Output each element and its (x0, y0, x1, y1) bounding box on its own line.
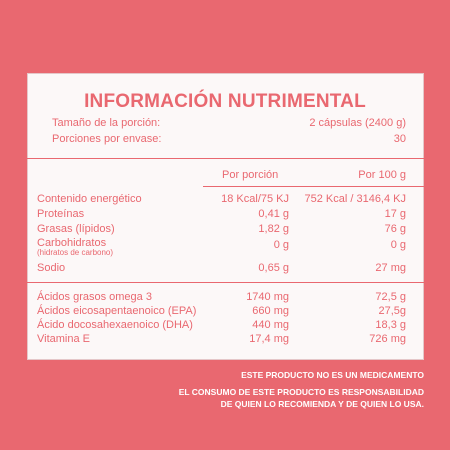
nutrient-per-100g: 72,5 g (375, 291, 406, 303)
nutrient-per-100g: 17 g (384, 208, 406, 220)
nutrient-per-serving: 17,4 mg (249, 333, 289, 345)
disclaimer-line-1: ESTE PRODUCTO NO ES UN MEDICAMENTO (241, 370, 424, 380)
serving-size-value: 2 cápsulas (2400 g) (309, 117, 406, 129)
nutrient-per-serving: 0,41 g (258, 208, 289, 220)
nutrient-name: Grasas (lípidos) (37, 223, 115, 235)
nutrient-per-serving: 660 mg (252, 305, 289, 317)
nutrient-per-serving: 18 Kcal/75 KJ (221, 193, 289, 205)
nutrient-per-serving: 1740 mg (246, 291, 289, 303)
divider (203, 186, 424, 187)
nutrient-name: Sodio (37, 262, 66, 274)
nutrient-name: Ácido docosahexaenoico (DHA) (37, 319, 193, 331)
header-per-serving: Por porción (222, 169, 279, 181)
servings-label: Porciones por envase: (52, 133, 162, 145)
nutrient-per-100g: 0 g (390, 239, 406, 251)
panel-title: INFORMACIÓN NUTRIMENTAL (84, 91, 366, 112)
nutrient-subname: (hidratos de carbono) (37, 248, 114, 257)
nutrient-name: Carbohidratos (37, 237, 107, 249)
disclaimer-line-3: DE QUIEN LO RECOMIENDA Y DE QUIEN LO USA… (220, 399, 424, 409)
nutrient-per-serving: 0,65 g (258, 262, 289, 274)
nutrient-per-100g: 27,5g (378, 305, 406, 317)
nutrient-per-serving: 440 mg (252, 319, 289, 331)
nutrient-name: Vitamina E (37, 333, 90, 345)
nutrition-panel (27, 73, 424, 360)
nutrient-per-100g: 752 Kcal / 3146,4 KJ (304, 193, 406, 205)
nutrient-per-100g: 18,3 g (375, 319, 406, 331)
nutrient-name: Ácidos grasos omega 3 (37, 291, 152, 303)
nutrient-per-100g: 726 mg (369, 333, 406, 345)
serving-size-label: Tamaño de la porción: (52, 117, 161, 129)
nutrient-name: Ácidos eicosapentaenoico (EPA) (37, 305, 197, 317)
nutrient-per-serving: 1,82 g (258, 223, 289, 235)
servings-value: 30 (393, 133, 406, 145)
nutrient-per-100g: 27 mg (375, 262, 406, 274)
nutrient-per-100g: 76 g (384, 223, 406, 235)
nutrient-name: Contenido energético (37, 193, 142, 205)
divider (27, 282, 424, 283)
header-per-100g: Por 100 g (358, 169, 406, 181)
disclaimer-line-2: EL CONSUMO DE ESTE PRODUCTO ES RESPONSAB… (178, 387, 424, 397)
nutrient-name: Proteínas (37, 208, 85, 220)
nutrient-per-serving: 0 g (273, 239, 289, 251)
divider (27, 158, 424, 159)
